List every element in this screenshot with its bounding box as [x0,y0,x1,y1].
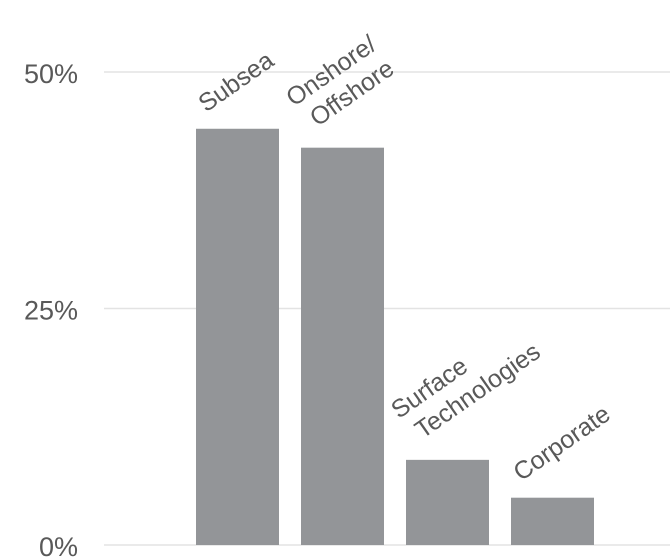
bar [406,459,489,545]
category-label: Corporate [508,400,615,487]
y-tick-label: 25% [24,296,78,326]
bar [301,147,384,545]
category-label: Onshore/Offshore [281,30,399,137]
y-tick-label: 50% [24,59,78,89]
category-label: SurfaceTechnologies [386,313,545,449]
gridlines [104,71,670,546]
y-tick-label: 0% [39,532,78,559]
bar [196,128,279,545]
bar [511,497,594,545]
category-label: Subsea [193,46,279,118]
bars [196,128,594,545]
y-axis-ticks: 0% 25% 50% [24,59,78,559]
